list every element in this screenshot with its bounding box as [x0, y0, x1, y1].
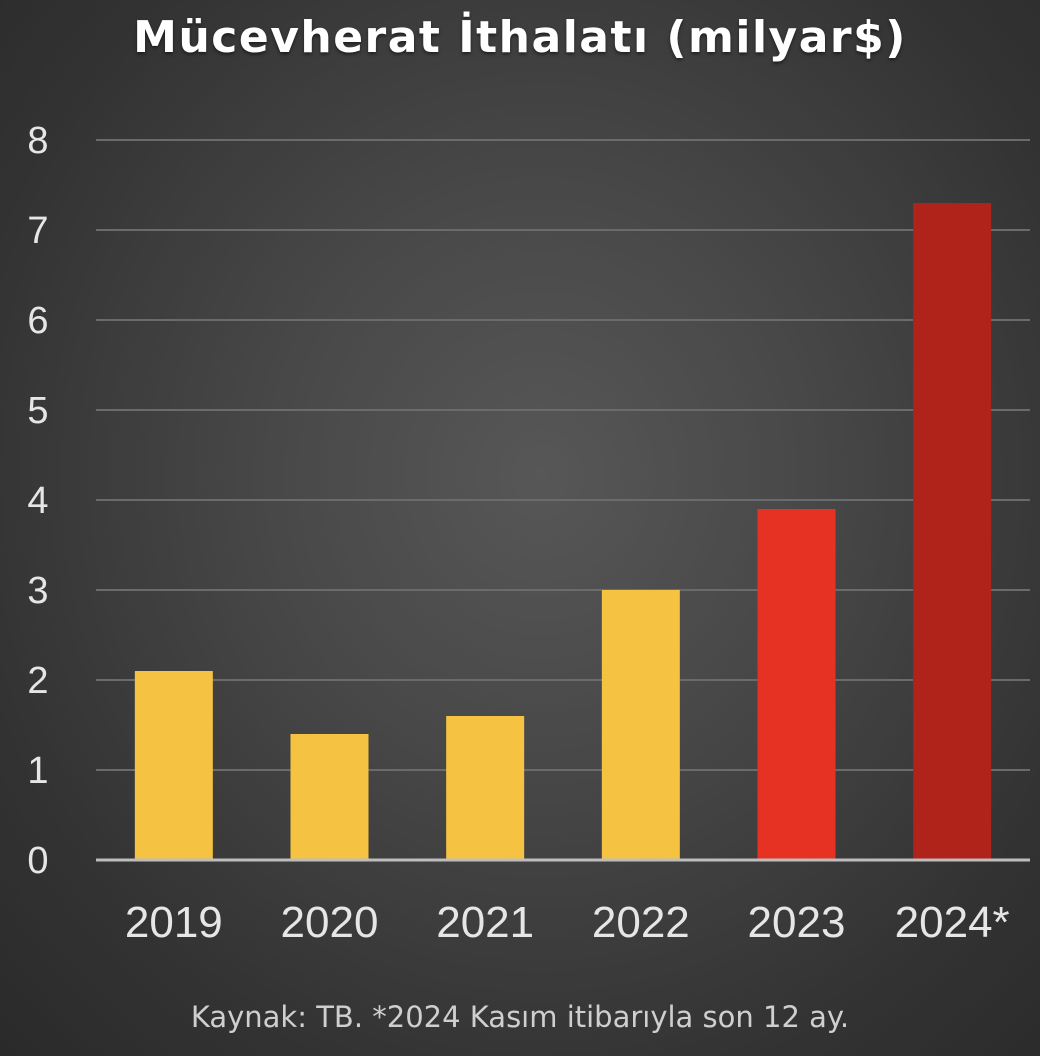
bar-2021 — [446, 716, 525, 860]
x-category-label: 2020 — [281, 898, 379, 947]
bar-2024 — [913, 203, 992, 860]
bars — [134, 203, 992, 860]
x-category-label: 2019 — [125, 898, 223, 947]
bar-2023 — [757, 509, 836, 860]
y-tick-label: 1 — [27, 750, 48, 792]
x-axis-categories: 2019 2020 2021 2022 2023 2024* — [125, 898, 1010, 947]
y-tick-label: 7 — [27, 210, 48, 252]
gridlines — [96, 139, 1030, 771]
y-tick-label: 5 — [27, 390, 48, 432]
bar-2019 — [134, 671, 213, 860]
y-tick-label: 4 — [27, 480, 48, 522]
y-tick-label: 8 — [27, 120, 48, 162]
y-tick-label: 2 — [27, 660, 48, 702]
bar-2020 — [290, 734, 369, 860]
chart-title: Mücevherat İthalatı (milyar$) — [133, 12, 907, 63]
x-category-label: 2023 — [748, 898, 846, 947]
y-axis-ticks: 0 1 2 3 4 5 6 7 8 — [27, 120, 48, 882]
x-category-label: 2021 — [436, 898, 534, 947]
source-note: Kaynak: TB. *2024 Kasım itibarıyla son 1… — [190, 1000, 850, 1034]
y-tick-label: 6 — [27, 300, 48, 342]
y-tick-label: 0 — [27, 840, 48, 882]
x-category-label: 2024* — [895, 898, 1010, 947]
bar-2022 — [601, 590, 680, 860]
y-tick-label: 3 — [27, 570, 48, 612]
x-category-label: 2022 — [592, 898, 690, 947]
